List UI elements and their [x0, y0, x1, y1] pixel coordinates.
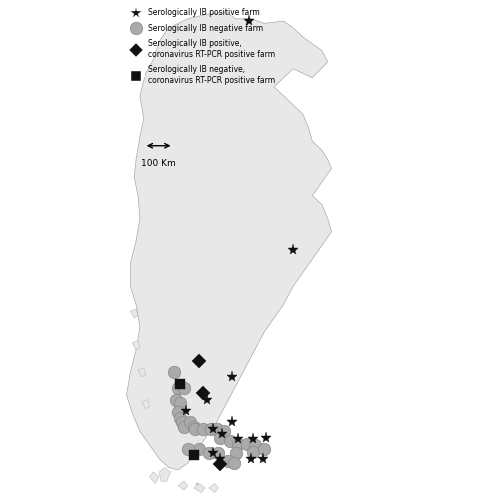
Polygon shape — [142, 400, 149, 408]
Legend: Serologically IB positive farm, Serologically IB negative farm, Serologically IB: Serologically IB positive farm, Serologi… — [124, 4, 278, 88]
Polygon shape — [126, 12, 331, 470]
Polygon shape — [159, 468, 170, 481]
Polygon shape — [130, 309, 138, 318]
Polygon shape — [138, 368, 145, 377]
Polygon shape — [193, 484, 204, 492]
Text: 100 Km: 100 Km — [141, 160, 176, 168]
Polygon shape — [195, 482, 198, 485]
Polygon shape — [149, 472, 159, 484]
Polygon shape — [208, 484, 218, 492]
Polygon shape — [132, 340, 140, 349]
Polygon shape — [178, 481, 187, 490]
